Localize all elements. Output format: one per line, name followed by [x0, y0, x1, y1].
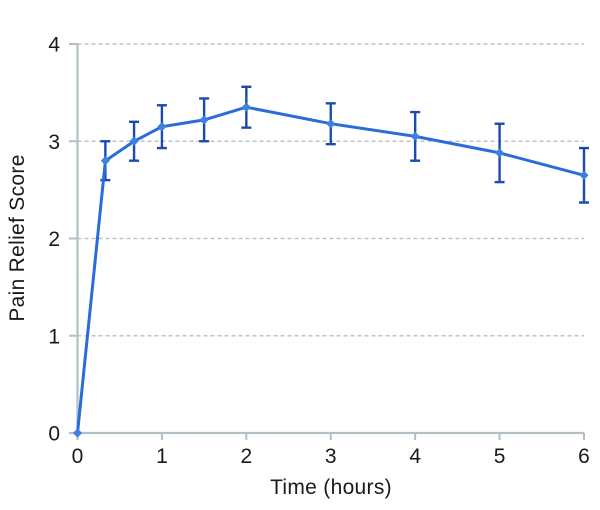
x-tick-label-2: 2: [240, 445, 252, 468]
data-point-marker: [100, 156, 110, 166]
data-point-marker: [579, 170, 589, 180]
data-point-marker: [326, 119, 336, 129]
data-line: [76, 105, 586, 435]
y-axis-title: Pain Relief Score: [6, 154, 29, 322]
y-tick-label-1: 1: [48, 325, 60, 348]
x-tick-label-4: 4: [409, 445, 421, 468]
data-point-marker: [241, 102, 251, 112]
x-tick-label-1: 1: [156, 445, 168, 468]
y-tick-label-0: 0: [48, 423, 60, 446]
data-point-marker: [157, 122, 167, 132]
x-tick-label-5: 5: [494, 445, 506, 468]
y-tick-label-3: 3: [48, 131, 60, 154]
data-point-marker: [494, 148, 505, 158]
data-point-marker: [410, 131, 420, 141]
y-tick-label-2: 2: [48, 228, 60, 251]
x-tick-label-6: 6: [578, 445, 590, 468]
data-point-marker: [129, 136, 139, 146]
x-axis-title: Time (hours): [270, 476, 392, 499]
x-tick-label-3: 3: [325, 445, 337, 468]
data-point-marker: [72, 428, 83, 438]
x-tick-label-0: 0: [72, 445, 84, 468]
data-point-marker: [199, 115, 209, 125]
y-tick-label-4: 4: [48, 34, 60, 57]
